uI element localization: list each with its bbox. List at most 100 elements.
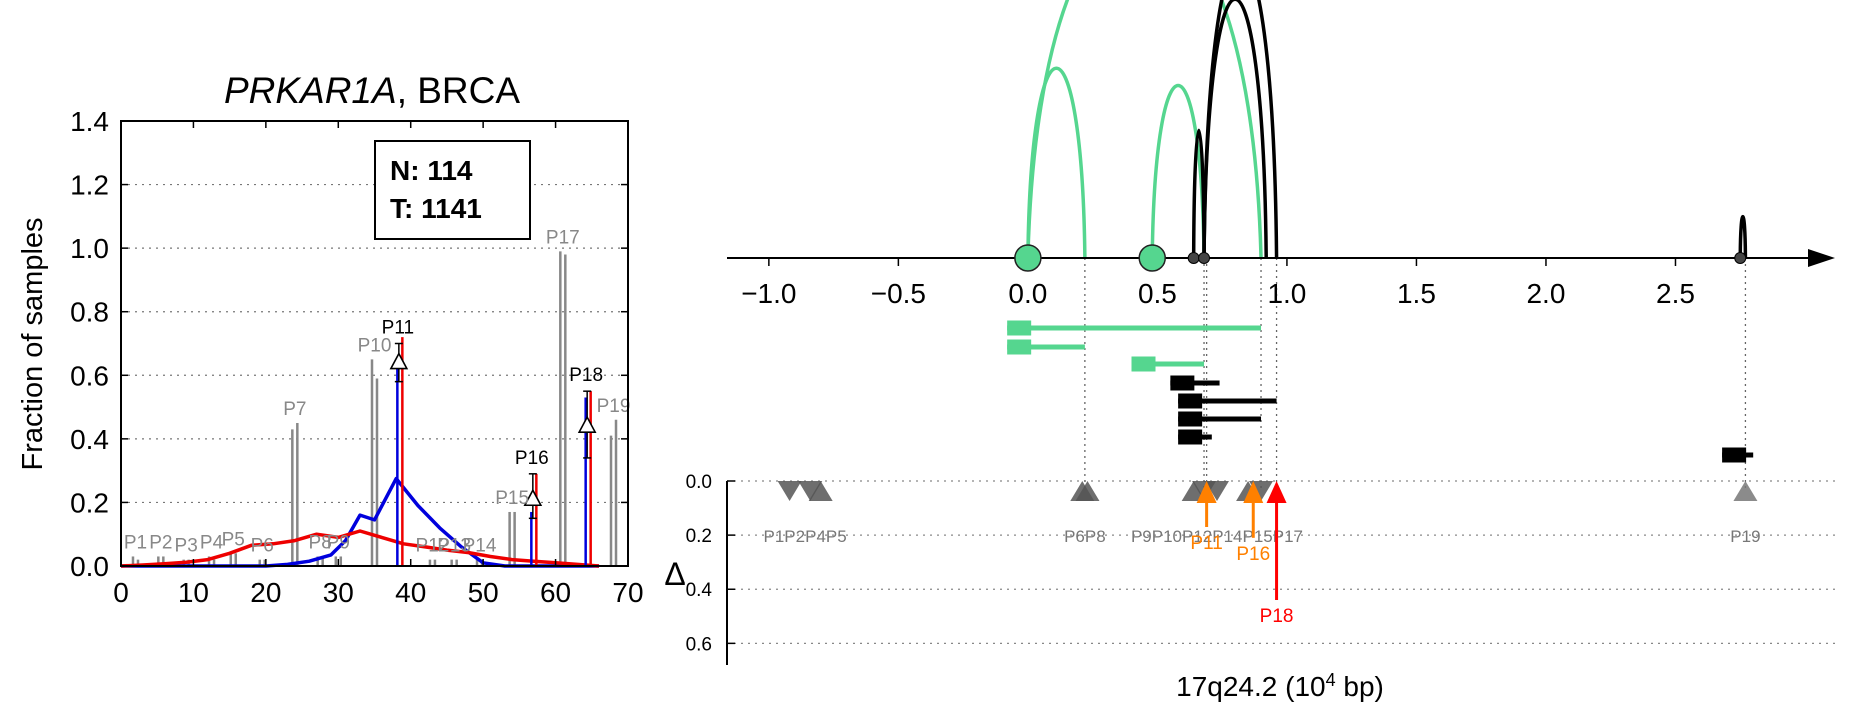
highlight-label: P11	[382, 318, 414, 339]
y-tick-label: 0.8	[70, 297, 109, 328]
bar-label: P13	[437, 536, 471, 557]
delta-axis-label: Δ	[664, 556, 685, 592]
arrow-label: P16	[1236, 544, 1270, 565]
bar-label: P5	[222, 529, 245, 550]
x-tick-label: 20	[250, 577, 281, 608]
bar-label: P19	[597, 396, 631, 417]
delta-tick-label: 0.0	[686, 472, 712, 493]
junction-arc	[1150, 84, 1206, 259]
bar-label: P10	[358, 335, 392, 356]
peak-marker	[1181, 481, 1206, 501]
peak-marker	[1075, 481, 1100, 501]
junction-node	[1198, 252, 1211, 264]
x-tick-label: 0.5	[1138, 278, 1177, 309]
delta-panel: 0.0 0.2 0.4 0.6	[686, 472, 1835, 665]
counts-box	[374, 140, 531, 240]
exon-block	[1178, 411, 1203, 427]
delta-tick-label: 0.6	[686, 634, 712, 655]
axis-ticks: 0.0 0.2 0.4 0.6 0.8 1.0 1.2 1.4 0 10 20 30 40 50 60 70	[70, 106, 644, 608]
exon-block	[1722, 447, 1747, 463]
peak-label: P19	[1730, 527, 1760, 546]
junction-node	[1138, 244, 1166, 272]
bar-label: P14	[463, 536, 497, 557]
title-rest: , BRCA	[397, 70, 521, 111]
x-tick-label: 1.0	[1267, 278, 1306, 309]
y-axis-label: Fraction of samples	[17, 217, 49, 470]
significant-arrows: P11 P16 P18	[1190, 481, 1293, 627]
x-tick-label: −0.5	[871, 278, 926, 309]
delta-marker	[523, 488, 543, 507]
x-tick-label: 10	[178, 577, 209, 608]
delta-tick-label: 0.2	[686, 526, 712, 547]
junction-nodes	[1014, 244, 1747, 272]
exon-block	[1007, 320, 1032, 336]
bar-label: P15	[495, 488, 529, 509]
x-tick-label: 1.5	[1397, 278, 1436, 309]
peak-label: P6P8	[1064, 527, 1106, 546]
junction-node	[1734, 252, 1747, 264]
y-tick-label: 0.2	[70, 487, 109, 518]
y-tick-label: 0.4	[70, 424, 109, 455]
y-tick-label: 1.0	[70, 233, 109, 264]
peak-marker	[1204, 481, 1229, 501]
peak-label: P9P10P12P14P15P17	[1131, 527, 1303, 546]
junction-node	[1014, 244, 1042, 272]
x-tick-label: 50	[468, 577, 499, 608]
fraction-chart: PRKAR1A, BRCA Fraction of samples P1 P2 P3…	[17, 70, 644, 608]
y-tick-label: 0.0	[70, 551, 109, 582]
highlight-bars	[389, 337, 597, 566]
exon-block	[1178, 393, 1203, 409]
x-axis-label-base: 17q24.2 (10	[1176, 671, 1325, 702]
bar-label: P12	[416, 536, 450, 557]
locus-diagram: −1.0 −0.5 0.0 0.5 1.0 1.5 2.0 2.5 0.00.20.40.6 …	[664, 0, 1835, 702]
bar-label: P3	[175, 536, 198, 557]
highlight-label: P18	[569, 365, 603, 386]
arrow-label: P18	[1260, 606, 1294, 627]
peak-marker	[798, 481, 823, 501]
delta-marker	[389, 351, 409, 370]
chart-title: PRKAR1A, BRCA	[224, 70, 520, 111]
bar-label: P2	[149, 532, 172, 553]
arrow-head-icon	[1243, 481, 1264, 503]
arrow-head-icon	[1196, 481, 1217, 503]
transcript-tracks	[1007, 320, 1754, 463]
bar-label: P1	[124, 532, 147, 553]
series-line	[120, 529, 600, 568]
x-tick-label: 2.0	[1526, 278, 1565, 309]
x-tick-label: 0	[113, 577, 129, 608]
bar-label: P6	[251, 536, 274, 557]
delta-tick-label: 0.4	[686, 580, 713, 601]
peak-marker	[1733, 481, 1758, 501]
x-tick-label: −1.0	[741, 278, 796, 309]
junction-arcs	[1026, 0, 1748, 259]
peak-marker	[808, 481, 833, 501]
exon-block	[1178, 429, 1203, 445]
x-tick-label: 30	[323, 577, 354, 608]
junction-node	[1187, 252, 1200, 264]
arrow-head-icon	[1266, 481, 1287, 503]
bar-label: P4	[200, 532, 224, 553]
x-tick-label: 40	[395, 577, 426, 608]
axis-arrow-icon	[1808, 249, 1835, 267]
junction-arc	[1738, 215, 1748, 259]
x-tick-label: 2.5	[1656, 278, 1695, 309]
peak-markers: P1P2P4P5 P6P8 P9P10P12P14P15P17 P19	[764, 481, 1761, 546]
x-tick-label: 60	[540, 577, 571, 608]
count-normal: N: 114	[390, 155, 473, 186]
bar-label: P8	[309, 532, 332, 553]
arrow-label: P11	[1190, 533, 1222, 554]
junction-arc	[1202, 0, 1279, 259]
y-tick-label: 0.6	[70, 360, 109, 391]
x-axis-label-exponent: 4	[1326, 670, 1336, 690]
x-tick-label: 0.0	[1008, 278, 1047, 309]
title-gene: PRKAR1A	[224, 70, 397, 111]
exon-block	[1170, 375, 1195, 391]
exon-block	[1131, 356, 1156, 372]
plot-frame	[120, 120, 629, 567]
exon-block	[1007, 339, 1032, 355]
x-tick-label: 70	[612, 577, 643, 608]
x-axis-label-unit: bp)	[1336, 671, 1384, 702]
